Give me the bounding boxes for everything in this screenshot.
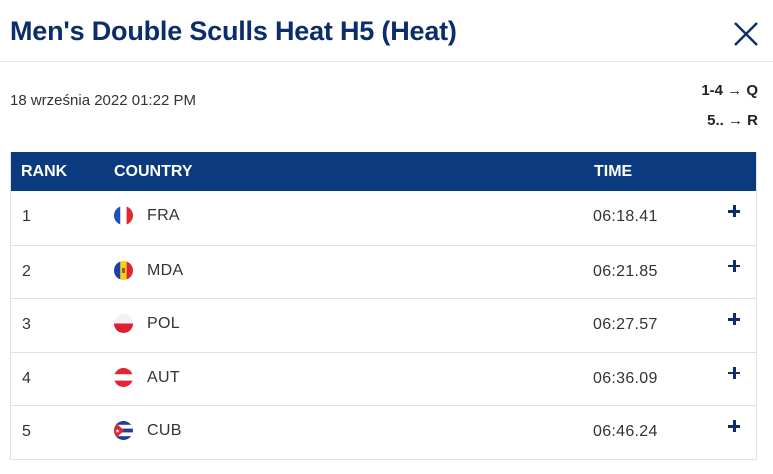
time-cell: 06:46.24	[593, 423, 658, 441]
table-row[interactable]: 2 MDA 06:21.85	[11, 244, 756, 299]
france-flag-icon	[114, 206, 133, 225]
column-header-rank: RANK	[21, 163, 68, 180]
plus-icon[interactable]	[726, 203, 742, 219]
time-cell: 06:27.57	[593, 316, 658, 334]
time-cell: 06:21.85	[593, 262, 658, 280]
rank-cell: 1	[22, 208, 31, 225]
rank-cell: 3	[22, 316, 31, 334]
time-cell: 06:18.41	[593, 208, 658, 225]
cuba-flag-icon	[114, 421, 133, 441]
close-icon[interactable]	[733, 21, 759, 47]
country-cell: CUB	[147, 422, 182, 440]
country-cell: POL	[147, 315, 180, 333]
country-cell: FRA	[147, 207, 180, 224]
column-header-time: TIME	[594, 163, 633, 180]
poland-flag-icon	[114, 314, 133, 334]
plus-icon[interactable]	[726, 258, 742, 274]
dialog-header: Men's Double Sculls Heat H5 (Heat)	[0, 0, 773, 62]
rank-cell: 2	[22, 262, 31, 280]
plus-icon[interactable]	[726, 365, 742, 381]
legend-repechage: 5.. → R	[707, 112, 758, 129]
table-header: RANK COUNTRY TIME	[11, 152, 756, 191]
country-cell: MDA	[147, 261, 184, 279]
column-header-country: COUNTRY	[114, 163, 193, 180]
table-row[interactable]: 1 FRA 06:18.41	[11, 191, 756, 245]
plus-icon[interactable]	[726, 418, 742, 434]
table-row[interactable]: 4 AUT 06:36.09	[11, 351, 756, 406]
rank-cell: 5	[22, 423, 31, 441]
race-date: 18 września 2022 01:22 PM	[10, 92, 196, 109]
table-row[interactable]: 5 CUB 06:46.24	[11, 405, 756, 459]
rank-cell: 4	[22, 369, 31, 387]
plus-icon[interactable]	[726, 311, 742, 327]
table-body: 1 FRA 06:18.41 2	[11, 191, 756, 459]
page-title: Men's Double Sculls Heat H5 (Heat)	[10, 16, 457, 46]
time-cell: 06:36.09	[593, 369, 658, 387]
country-cell: AUT	[147, 368, 180, 386]
qualification-legend: 1-4 → Q 5.. → R	[701, 76, 758, 136]
table-row[interactable]: 3 POL 06:27.57	[11, 298, 756, 352]
legend-qualify: 1-4 → Q	[701, 82, 758, 99]
results-table: RANK COUNTRY TIME 1 FRA 06:18.41 2	[10, 152, 757, 460]
moldova-flag-icon	[114, 260, 133, 280]
austria-flag-icon	[114, 367, 133, 387]
